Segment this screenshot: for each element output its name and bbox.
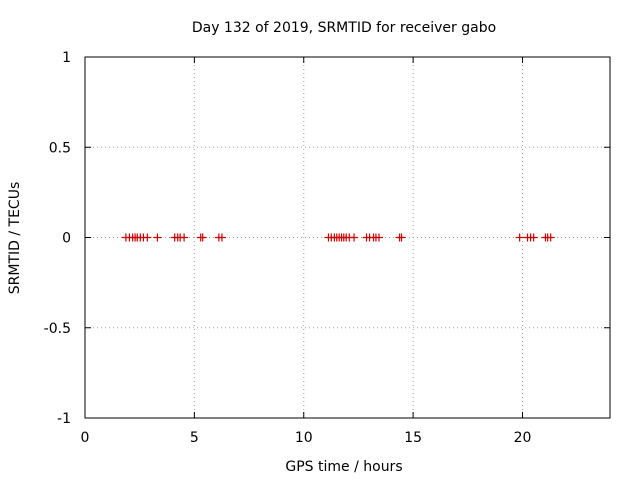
y-tick-label: -1 bbox=[57, 411, 71, 427]
data-point bbox=[515, 233, 524, 242]
x-tick-label: 0 bbox=[81, 430, 90, 446]
x-tick-label: 15 bbox=[404, 430, 422, 446]
y-tick-label: 0 bbox=[62, 231, 71, 247]
data-point bbox=[546, 233, 555, 242]
data-point bbox=[375, 233, 383, 242]
y-tick-label: -0.5 bbox=[44, 321, 71, 337]
data-point bbox=[153, 233, 162, 242]
data-point bbox=[217, 233, 226, 242]
x-tick-label: 5 bbox=[190, 430, 199, 446]
axis-ticks bbox=[84, 56, 610, 419]
x-tick-label: 10 bbox=[295, 430, 313, 446]
data-point bbox=[198, 233, 207, 242]
data-point bbox=[350, 233, 359, 242]
data-point bbox=[143, 233, 152, 242]
axis-tick-labels: 0 5 10 15 20 -1 -0.5 0 0.5 1 bbox=[44, 50, 532, 446]
y-tick-label: 1 bbox=[62, 50, 71, 66]
data-point bbox=[180, 233, 189, 242]
x-tick-label: 20 bbox=[514, 430, 532, 446]
chart-title: Day 132 of 2019, SRMTID for receiver gab… bbox=[192, 20, 496, 36]
y-tick-label: 0.5 bbox=[49, 140, 71, 156]
y-axis-label: SRMTID / TECUs bbox=[7, 182, 23, 295]
data-point bbox=[397, 233, 406, 242]
x-axis-label: GPS time / hours bbox=[285, 459, 402, 475]
data-point bbox=[529, 233, 538, 242]
data-markers bbox=[121, 233, 555, 242]
